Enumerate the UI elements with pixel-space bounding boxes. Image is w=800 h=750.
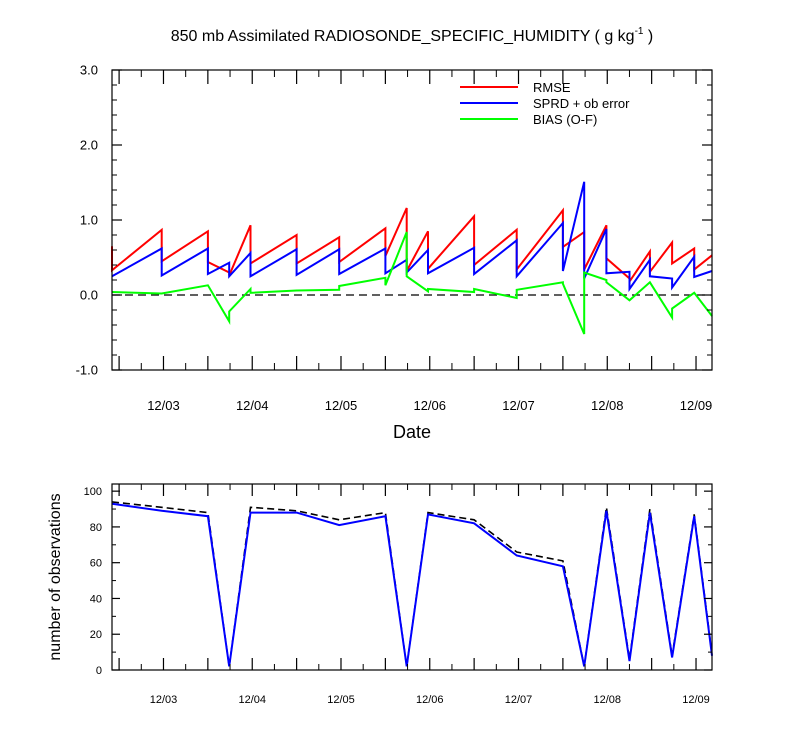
x-tick-label: 12/05	[327, 694, 355, 706]
bottom-tick-labels-layer: 12/03 12/04 12/05 12/06 12/07 12/08 12/09 0 20 40…	[84, 486, 710, 706]
chart-title-superscript: -1	[635, 26, 644, 37]
x-tick-label: 12/06	[413, 398, 446, 413]
legend-label: BIAS (O-F)	[533, 112, 597, 127]
series-line-bias-o-f	[111, 231, 713, 335]
legend-label: RMSE	[533, 80, 571, 95]
top-tick-labels-layer: 12/03 12/04 12/05 12/06 12/07 12/08 12/09 -1.0 0…	[76, 63, 713, 413]
series-line-sprd-ob-error	[111, 181, 713, 293]
chart-title-end: )	[643, 28, 653, 45]
y-tick-label: 40	[90, 593, 102, 605]
y-tick-label: 1.0	[80, 213, 98, 228]
plot-frame	[111, 69, 713, 371]
top-panel: 12/03 12/04 12/05 12/06 12/07 12/08 12/09 -1.0 0…	[76, 63, 713, 413]
y-tick-label: 80	[90, 522, 102, 534]
x-tick-label: 12/05	[325, 398, 358, 413]
legend-label: SPRD + ob error	[533, 96, 630, 111]
y-tick-label: 2.0	[80, 138, 98, 153]
series-line-observations-assimilated	[111, 502, 713, 667]
bottom-frame-layer	[111, 483, 713, 671]
y-tick-label: -1.0	[76, 363, 98, 378]
x-tick-label: 12/04	[236, 398, 269, 413]
x-tick-label: 12/07	[505, 694, 533, 706]
bottom-y-axis-label: number of observations	[47, 493, 64, 660]
x-tick-label: 12/06	[416, 694, 444, 706]
x-tick-label: 12/08	[591, 398, 624, 413]
plot-frame	[111, 483, 713, 671]
x-tick-label: 12/09	[680, 398, 713, 413]
x-tick-label: 12/09	[682, 694, 710, 706]
top-frame-layer	[111, 69, 713, 371]
y-tick-label: 60	[90, 558, 102, 570]
x-tick-label: 12/08	[594, 694, 622, 706]
chart-title: 850 mb Assimilated RADIOSONDE_SPECIFIC_H…	[171, 26, 654, 45]
series-line-rmse	[111, 207, 713, 285]
x-tick-label: 12/04	[238, 694, 266, 706]
x-tick-label: 12/03	[150, 694, 178, 706]
series-line-observations-possible	[111, 501, 713, 667]
top-ticks-layer	[112, 69, 712, 371]
bottom-panel: 12/03 12/04 12/05 12/06 12/07 12/08 12/09 0 20 40…	[84, 483, 713, 706]
y-tick-label: 0	[96, 665, 102, 677]
bottom-ticks-layer	[112, 484, 712, 671]
y-tick-label: 3.0	[80, 63, 98, 78]
x-axis-label: Date	[393, 422, 431, 442]
y-tick-label: 20	[90, 629, 102, 641]
y-tick-label: 0.0	[80, 288, 98, 303]
top-series-layer	[111, 181, 713, 335]
y-tick-label: 100	[84, 486, 102, 498]
chart-title-main: 850 mb Assimilated RADIOSONDE_SPECIFIC_H…	[171, 28, 635, 45]
x-tick-label: 12/03	[147, 398, 180, 413]
x-tick-label: 12/07	[502, 398, 535, 413]
bottom-series-layer	[111, 501, 713, 667]
